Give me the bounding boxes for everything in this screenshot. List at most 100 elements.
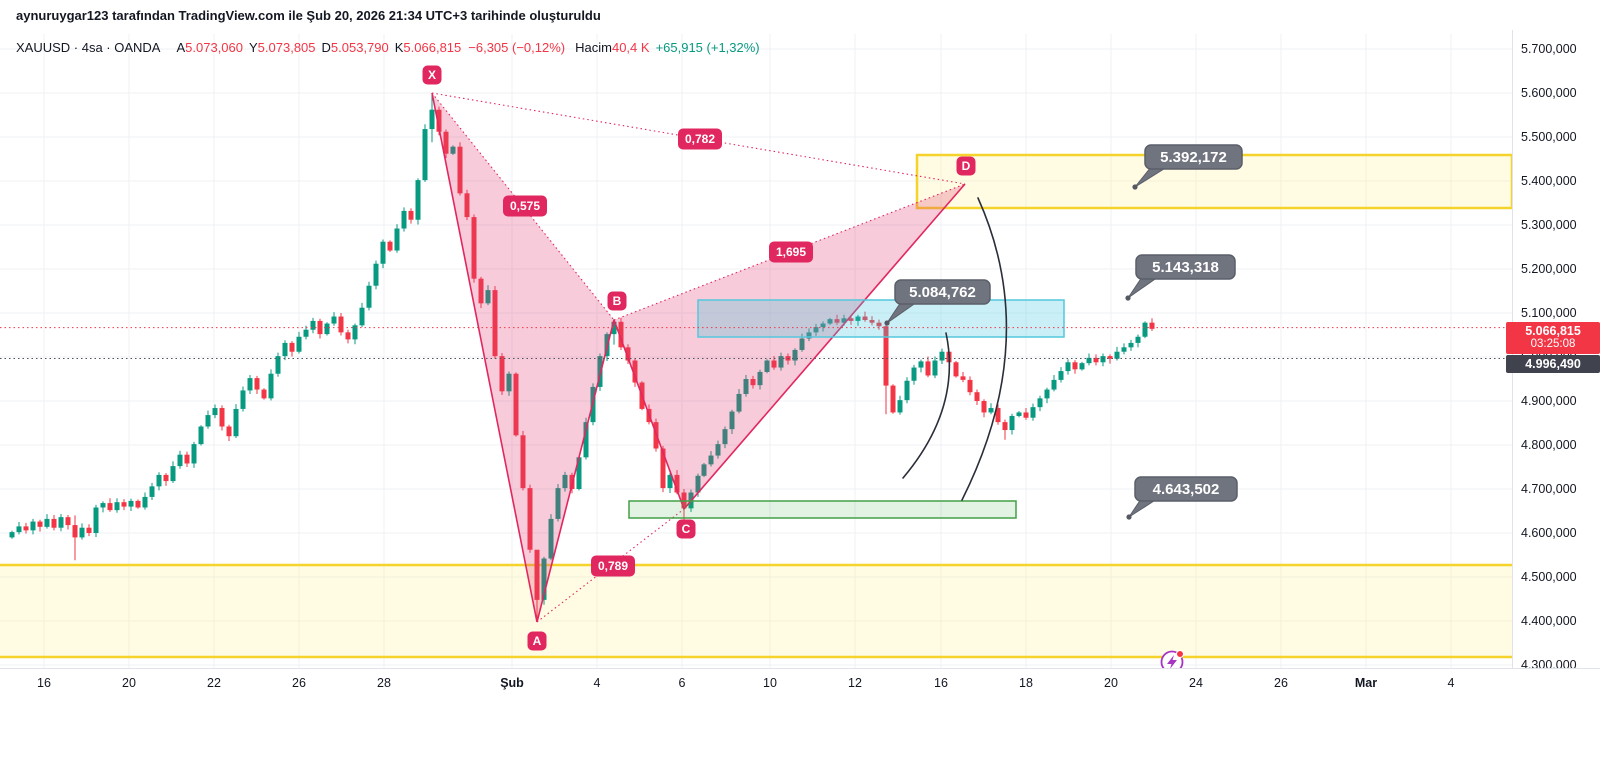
lightning-alert-icon[interactable] — [1160, 650, 1184, 669]
price-callout[interactable]: 5.084,762 — [884, 279, 991, 326]
ratio-label-bg[interactable] — [769, 241, 813, 263]
time-tick-label: 28 — [377, 676, 391, 690]
candle-body — [128, 500, 134, 507]
candle-body — [806, 332, 812, 339]
candle-body — [778, 356, 784, 368]
callout-text: 5.143,318 — [1152, 259, 1219, 276]
pattern-line-XA[interactable] — [431, 92, 538, 623]
pattern-point-B-bg[interactable] — [607, 291, 627, 311]
pattern-point-B[interactable]: B — [607, 291, 627, 311]
price-callout[interactable]: 5.143,318 — [1125, 254, 1236, 301]
candle-body — [883, 326, 889, 386]
candle-body — [799, 338, 805, 350]
callout-bubble[interactable] — [1144, 144, 1243, 170]
callout-text: 5.392,172 — [1160, 149, 1227, 166]
pattern-line-AB[interactable] — [536, 319, 615, 623]
symbol-info-bar[interactable]: XAUUSD · 4sa · OANDA A5.073,060 Y5.073,805… — [16, 40, 760, 55]
annotation-curve[interactable] — [961, 197, 1008, 501]
candle-body — [1044, 389, 1050, 399]
candle-body — [1121, 347, 1127, 352]
candle-body — [79, 527, 85, 538]
pattern-point-C[interactable]: C — [676, 519, 696, 539]
candle-body — [743, 379, 749, 394]
candle-body — [247, 378, 253, 391]
low-value: 5.053,790 — [330, 40, 389, 55]
candle-body — [1058, 371, 1064, 380]
pattern-point-A[interactable]: A — [527, 631, 547, 651]
time-axis[interactable]: 16 20 22 26 28 Şub 4 6 10 12 16 18 20 24 26 Mar 4 — [0, 668, 1600, 701]
ratio-label-text: 0,789 — [598, 559, 628, 573]
pattern-line-BC[interactable] — [613, 319, 685, 510]
time-tick-label: 16 — [934, 676, 948, 690]
callout-bubble[interactable] — [894, 279, 991, 305]
callout-anchor-dot[interactable] — [1126, 514, 1132, 520]
candle-body — [44, 518, 50, 527]
candle-body — [918, 361, 924, 368]
high-value: 5.073,805 — [257, 40, 316, 55]
ratio-label[interactable]: 1,695 — [769, 241, 813, 263]
pattern-point-X[interactable]: X — [422, 65, 442, 85]
ratio-label-bg[interactable] — [503, 195, 547, 217]
harmonic-pattern[interactable] — [431, 92, 966, 623]
price-callout[interactable]: 4.643,502 — [1126, 476, 1238, 520]
candle-body — [897, 400, 903, 413]
candle-body — [583, 422, 589, 458]
ratio-label-bg[interactable] — [591, 555, 635, 577]
candle-body — [219, 408, 225, 427]
pattern-point-X-text: X — [428, 68, 436, 82]
candle-body — [764, 360, 770, 372]
callout-bubble[interactable] — [1134, 476, 1238, 502]
price-tick-label: 4.800,000 — [1521, 438, 1577, 452]
pattern-point-X-bg[interactable] — [422, 65, 442, 85]
annotation-curve[interactable] — [902, 332, 951, 479]
candle-body — [1051, 379, 1057, 390]
ratio-label[interactable]: 0,782 — [678, 128, 722, 150]
candle-body — [275, 356, 281, 374]
candle-body — [848, 318, 854, 321]
candle-body — [890, 385, 896, 413]
candle-body — [422, 129, 428, 181]
pattern-fill[interactable] — [614, 184, 965, 509]
candle-body — [296, 336, 302, 352]
resistance-zone-cyan[interactable] — [697, 299, 1065, 338]
last-price-tag: 5.066,815 03:25:08 — [1506, 322, 1600, 354]
ratio-label-text: 0,575 — [510, 199, 540, 213]
price-callout[interactable]: 5.392,172 — [1132, 144, 1243, 190]
price-tick-label: 4.600,000 — [1521, 526, 1577, 540]
pattern-point-D-bg[interactable] — [956, 156, 976, 176]
candle-body — [1135, 336, 1141, 343]
candle-body — [135, 500, 141, 508]
pattern-line-CD[interactable] — [683, 183, 966, 510]
creator-text: aynuruygar123 tarafından TradingView.com… — [16, 8, 601, 23]
callout-anchor-dot[interactable] — [884, 320, 890, 326]
candle-body — [597, 356, 603, 387]
callout-bubble[interactable] — [1135, 254, 1236, 280]
ratio-label[interactable]: 0,575 — [503, 195, 547, 217]
symbol-title[interactable]: XAUUSD · 4sa · OANDA — [16, 40, 161, 55]
support-zone-green[interactable] — [628, 500, 1017, 519]
pattern-point-D[interactable]: D — [956, 156, 976, 176]
callout-anchor-dot[interactable] — [1125, 295, 1131, 301]
pattern-point-C-bg[interactable] — [676, 519, 696, 539]
ratio-label[interactable]: 0,789 — [591, 555, 635, 577]
candle-body — [450, 146, 456, 154]
pattern-fill[interactable] — [432, 93, 614, 622]
candle-body — [967, 379, 973, 393]
footer: TradingView — [0, 700, 1600, 776]
pattern-point-A-bg[interactable] — [527, 631, 547, 651]
candle-body — [855, 316, 861, 321]
candle-body — [736, 393, 742, 412]
candle-body — [506, 373, 512, 392]
ratio-label-bg[interactable] — [678, 128, 722, 150]
candle-body — [359, 307, 365, 326]
candle-body — [813, 327, 819, 333]
alert-red-dot — [1176, 650, 1184, 658]
time-tick-label: 24 — [1189, 676, 1203, 690]
demand-zone-lower-yellow[interactable] — [0, 565, 1512, 657]
candle-body — [366, 285, 372, 308]
callout-anchor-dot[interactable] — [1132, 184, 1138, 190]
overlay-zones — [628, 299, 1065, 519]
candle-body — [16, 526, 22, 533]
price-tick-label: 5.200,000 — [1521, 262, 1577, 276]
